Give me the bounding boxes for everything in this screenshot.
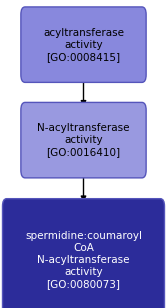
Text: spermidine:coumaroyl
CoA
N-acyltransferase
activity
[GO:0080073]: spermidine:coumaroyl CoA N-acyltransfera… [25, 231, 142, 289]
FancyBboxPatch shape [21, 7, 146, 82]
Text: acyltransferase
activity
[GO:0008415]: acyltransferase activity [GO:0008415] [43, 28, 124, 62]
FancyBboxPatch shape [21, 102, 146, 178]
Text: N-acyltransferase
activity
[GO:0016410]: N-acyltransferase activity [GO:0016410] [37, 123, 130, 157]
FancyBboxPatch shape [3, 199, 164, 308]
